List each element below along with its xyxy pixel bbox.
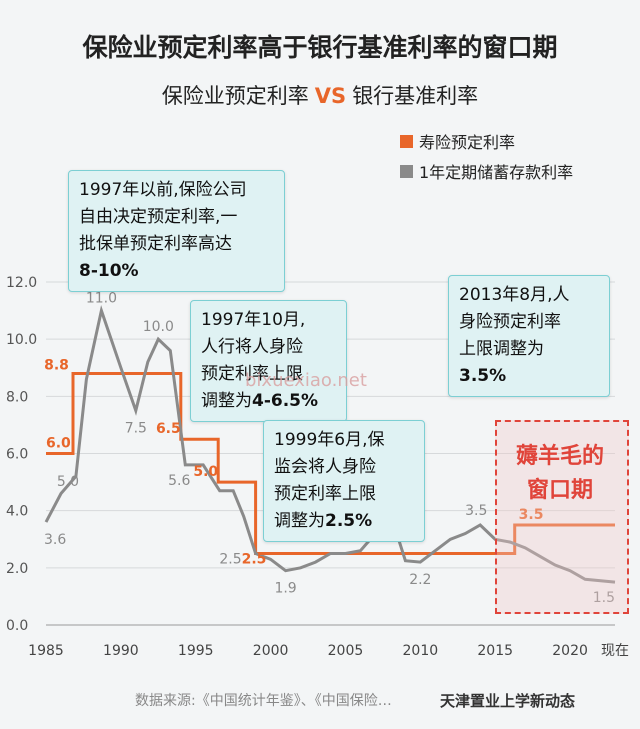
annotation-prefix: 调整为 bbox=[201, 391, 252, 411]
chart-title: 保险业预定利率高于银行基准利率的窗口期 bbox=[82, 33, 558, 62]
data-label-deposit: 7.5 bbox=[125, 421, 147, 437]
watermark-text: bixuexiao.net bbox=[245, 370, 367, 391]
y-tick-label: 8.0 bbox=[6, 389, 28, 405]
annotation-line: 1997年以前,保险公司 bbox=[79, 180, 247, 200]
legend-item-insurance: 寿险预定利率 bbox=[400, 126, 573, 156]
annotation-box-2013-aug: 2013年8月,人 身险预定利率 上限调整为 3.5% bbox=[448, 275, 610, 397]
y-tick-label: 0.0 bbox=[6, 618, 28, 634]
annotation-line: 预定利率上限 bbox=[201, 364, 303, 384]
data-label-deposit: 2.5 bbox=[219, 552, 241, 568]
window-label-line1: 薅羊毛的 bbox=[515, 444, 604, 469]
x-tick-label: 现在 bbox=[601, 643, 629, 659]
annotation-line: 身险预定利率 bbox=[459, 312, 561, 332]
legend-swatch-orange bbox=[400, 134, 413, 148]
annotation-highlight: 4-6.5% bbox=[252, 391, 319, 411]
legend-swatch-gray bbox=[400, 164, 413, 178]
series-line-insurance-rate bbox=[46, 372, 615, 555]
legend: 寿险预定利率 1年定期储蓄存款利率 bbox=[400, 126, 573, 186]
data-label-deposit: 3.6 bbox=[44, 532, 66, 548]
x-axis-ticks: 1985 1990 1995 2000 2005 2010 2015 2020 现在 bbox=[28, 643, 629, 659]
data-label-deposit: 2.2 bbox=[409, 572, 431, 588]
data-label-deposit: 3.5 bbox=[465, 503, 487, 519]
subtitle-left: 保险业预定利率 bbox=[161, 84, 309, 108]
annotation-highlight: 8-10% bbox=[79, 261, 139, 281]
data-label-insurance: 6.0 bbox=[46, 436, 71, 452]
data-label-deposit: 1.9 bbox=[274, 581, 296, 597]
data-label-insurance: 3.5 bbox=[519, 507, 544, 523]
annotation-highlight: 3.5% bbox=[459, 366, 507, 386]
legend-item-deposit: 1年定期储蓄存款利率 bbox=[400, 156, 573, 186]
x-tick-label: 1985 bbox=[28, 643, 64, 659]
x-tick-label: 1990 bbox=[103, 643, 139, 659]
annotation-line: 自由决定预定利率,一 bbox=[79, 207, 238, 227]
annotation-box-1997-before: 1997年以前,保险公司 自由决定预定利率,一 批保单预定利率高达 8-10% bbox=[68, 170, 285, 292]
x-tick-label: 2010 bbox=[403, 643, 439, 659]
data-label-insurance: 2.5 bbox=[242, 552, 267, 568]
series-line-deposit-rate bbox=[44, 305, 616, 584]
annotation-line: 监会将人身险 bbox=[274, 457, 376, 477]
y-tick-label: 6.0 bbox=[6, 447, 28, 463]
annotation-line: 调整为4-6.5% bbox=[201, 388, 336, 415]
subtitle-vs: VS bbox=[314, 84, 347, 108]
y-axis-ticks: 0.0 2.0 4.0 6.0 8.0 10.0 12.0 bbox=[6, 275, 37, 634]
series-lines bbox=[44, 305, 616, 584]
x-tick-label: 2005 bbox=[328, 643, 364, 659]
data-label-deposit: 11.0 bbox=[86, 291, 117, 307]
data-label-deposit: 10.0 bbox=[143, 319, 174, 335]
subtitle-right: 银行基准利率 bbox=[352, 84, 479, 108]
annotation-line: 2013年8月,人 bbox=[459, 285, 570, 305]
y-tick-label: 2.0 bbox=[6, 561, 28, 577]
y-tick-label: 4.0 bbox=[6, 504, 28, 520]
data-source: 数据来源:《中国统计年鉴》、《中国保险… bbox=[135, 693, 392, 709]
window-period-highlight bbox=[495, 420, 629, 614]
annotation-box-1997-oct: 1997年10月, 人行将人身险 预定利率上限 调整为4-6.5% bbox=[190, 300, 347, 422]
legend-label: 1年定期储蓄存款利率 bbox=[419, 163, 574, 182]
wechat-account: 天津置业上学新动态 bbox=[440, 692, 576, 710]
chart-subtitle: 保险业预定利率 VS 银行基准利率 bbox=[0, 80, 640, 110]
window-period-label: 薅羊毛的 窗口期 bbox=[495, 440, 625, 508]
data-label-insurance: 5.0 bbox=[193, 464, 218, 480]
data-label-insurance: 6.5 bbox=[156, 421, 181, 437]
annotation-highlight: 2.5% bbox=[325, 511, 373, 531]
annotation-box-1999-jun: 1999年6月,保 监会将人身险 预定利率上限 调整为2.5% bbox=[263, 420, 425, 542]
window-label-line2: 窗口期 bbox=[526, 478, 593, 503]
annotation-line: 批保单预定利率高达 bbox=[79, 234, 232, 254]
data-label-deposit: 5.6 bbox=[168, 473, 190, 489]
annotation-line: 人行将人身险 bbox=[201, 337, 303, 357]
data-label-deposit: 5.0 bbox=[57, 474, 79, 490]
y-tick-label: 12.0 bbox=[6, 275, 37, 291]
annotation-line: 上限调整为 bbox=[459, 339, 544, 359]
legend-label: 寿险预定利率 bbox=[419, 133, 516, 152]
data-label-deposit: 1.5 bbox=[593, 590, 615, 606]
data-labels: 6.0 8.8 6.5 5.0 2.5 3.5 3.6 5.0 11.0 7.5 10.0 5.6 2.… bbox=[44, 291, 615, 607]
data-label-insurance: 8.8 bbox=[44, 357, 69, 373]
x-tick-label: 2000 bbox=[253, 643, 289, 659]
annotation-line: 1997年10月, bbox=[201, 310, 306, 330]
annotation-prefix: 调整为 bbox=[274, 511, 325, 531]
x-tick-label: 2020 bbox=[552, 643, 588, 659]
annotation-line: 预定利率上限 bbox=[274, 484, 376, 504]
annotation-line: 1999年6月,保 bbox=[274, 430, 385, 450]
y-tick-label: 10.0 bbox=[6, 332, 37, 348]
x-tick-label: 2015 bbox=[477, 643, 513, 659]
x-tick-label: 1995 bbox=[178, 643, 214, 659]
annotation-line: 调整为2.5% bbox=[274, 508, 414, 535]
